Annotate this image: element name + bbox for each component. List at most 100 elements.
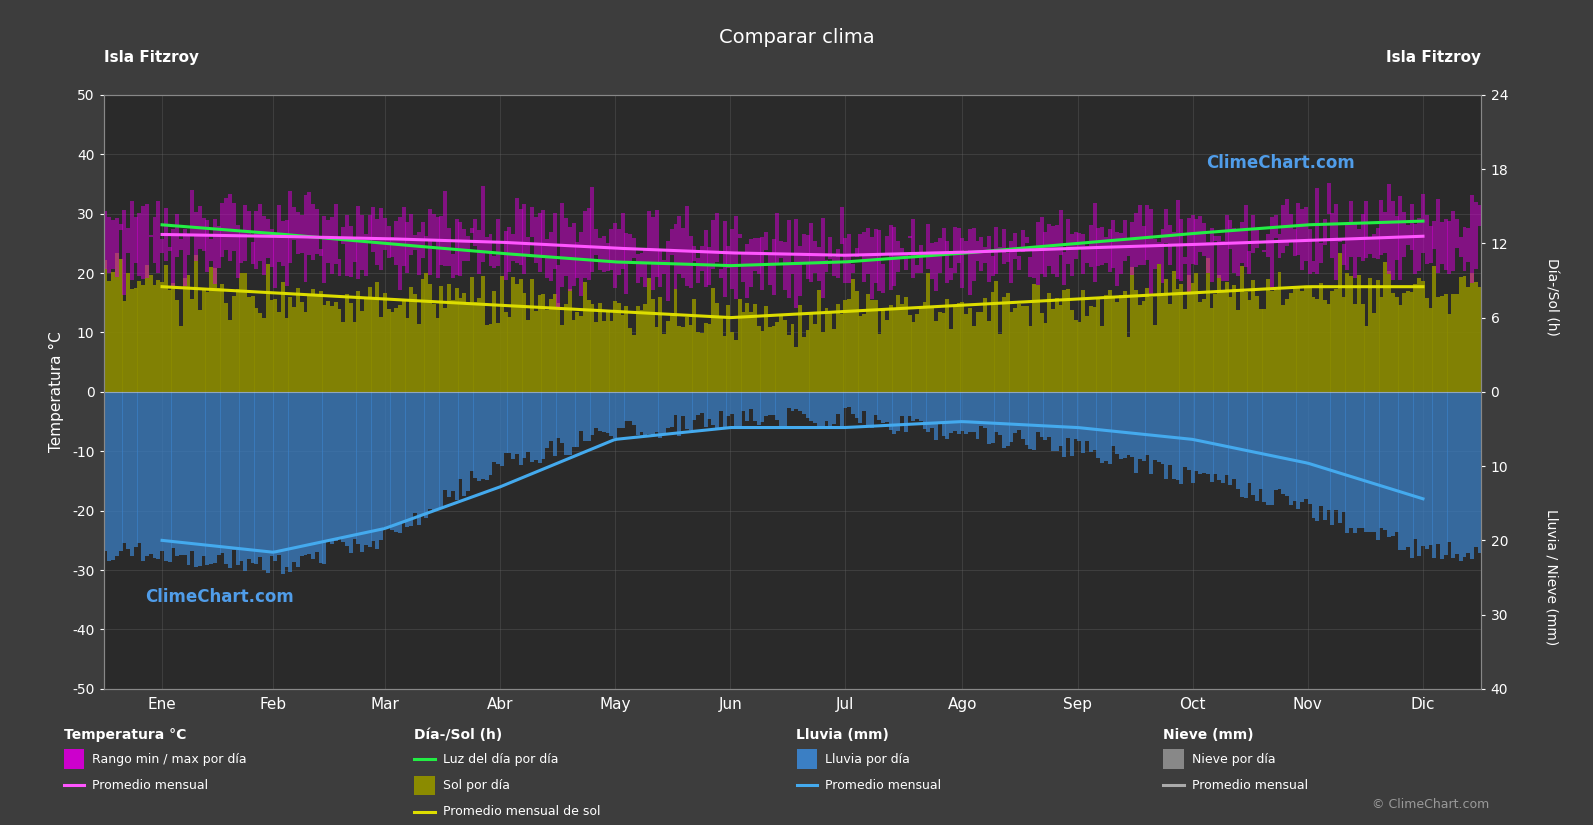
Bar (572, 392, 575, 446)
Bar (1470, 392, 1474, 559)
Bar (417, 232, 421, 275)
Bar (1440, 222, 1443, 264)
Bar (398, 217, 401, 290)
Bar (1214, 294, 1217, 392)
Bar (991, 392, 994, 443)
Bar (870, 300, 875, 392)
Bar (1024, 237, 1029, 243)
Bar (561, 325, 564, 392)
Bar (225, 392, 228, 564)
Bar (757, 392, 760, 425)
Bar (115, 218, 119, 277)
Bar (145, 265, 148, 392)
Bar (550, 299, 553, 392)
Bar (118, 224, 123, 230)
Bar (346, 295, 349, 392)
Bar (972, 392, 975, 432)
Bar (790, 392, 795, 411)
Bar (417, 392, 421, 526)
Bar (459, 222, 462, 276)
Bar (779, 242, 784, 257)
Bar (1149, 297, 1153, 392)
Bar (1376, 228, 1380, 259)
Bar (1368, 392, 1372, 531)
Bar (1010, 241, 1013, 283)
Bar (832, 392, 836, 424)
Bar (964, 314, 969, 392)
Bar (938, 312, 941, 392)
Bar (1443, 392, 1448, 555)
Bar (666, 392, 671, 428)
Bar (1274, 392, 1278, 490)
Bar (244, 205, 247, 261)
Bar (983, 298, 988, 392)
Bar (1258, 392, 1263, 489)
Bar (1262, 309, 1266, 392)
Bar (1016, 392, 1021, 430)
Bar (1198, 215, 1203, 252)
Bar (591, 304, 594, 392)
Bar (1157, 243, 1161, 265)
Bar (183, 392, 186, 555)
Bar (784, 392, 787, 427)
Bar (429, 392, 432, 509)
Bar (580, 316, 583, 392)
Bar (980, 313, 983, 392)
Bar (1432, 392, 1437, 558)
Bar (225, 304, 228, 392)
Bar (322, 392, 327, 563)
Bar (1319, 392, 1324, 506)
Bar (685, 317, 688, 392)
Bar (443, 392, 448, 490)
Bar (771, 326, 776, 392)
Bar (903, 296, 908, 392)
Bar (704, 229, 707, 287)
Bar (327, 301, 330, 392)
Bar (1203, 224, 1206, 256)
Bar (889, 225, 892, 290)
Bar (198, 206, 202, 249)
Bar (338, 309, 341, 392)
Bar (288, 392, 293, 573)
Bar (903, 392, 908, 432)
Bar (1266, 234, 1270, 257)
Bar (953, 304, 957, 392)
Bar (1391, 392, 1395, 535)
Bar (1462, 276, 1467, 392)
Bar (1214, 236, 1217, 241)
Bar (1115, 232, 1120, 286)
Bar (941, 314, 946, 392)
Bar (784, 243, 787, 290)
Bar (768, 392, 773, 415)
Bar (148, 235, 153, 237)
Bar (1281, 392, 1286, 494)
Bar (776, 322, 779, 392)
Bar (1244, 292, 1247, 392)
Bar (1407, 291, 1410, 392)
Bar (1187, 392, 1192, 470)
Bar (757, 326, 760, 392)
Bar (448, 285, 451, 392)
Bar (1410, 204, 1413, 249)
Bar (843, 300, 847, 392)
Bar (828, 237, 832, 259)
Bar (424, 236, 429, 239)
Bar (556, 303, 561, 392)
Bar (1305, 207, 1308, 261)
Bar (209, 239, 213, 261)
Bar (602, 321, 605, 392)
Bar (730, 392, 734, 413)
Bar (734, 340, 738, 392)
Bar (945, 241, 949, 282)
Bar (873, 229, 878, 283)
Bar (473, 219, 478, 246)
Bar (1096, 392, 1101, 458)
Bar (1266, 392, 1270, 506)
Bar (217, 227, 221, 268)
Bar (1070, 310, 1074, 392)
Bar (787, 335, 790, 392)
Bar (550, 392, 553, 441)
Bar (172, 392, 175, 548)
Bar (258, 314, 263, 392)
Bar (806, 330, 809, 392)
